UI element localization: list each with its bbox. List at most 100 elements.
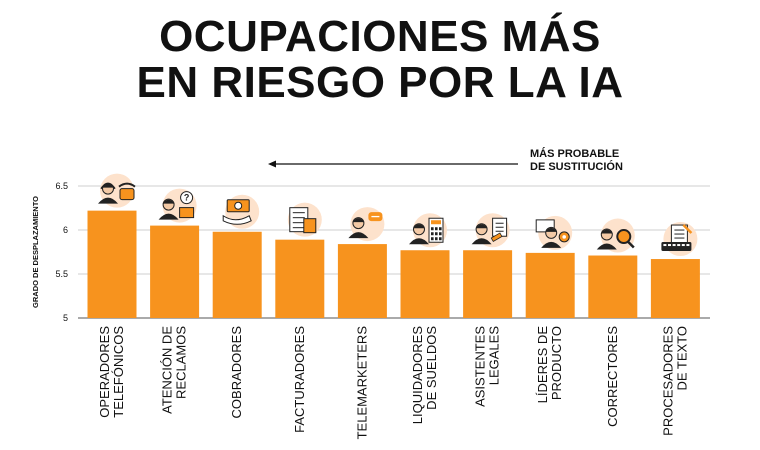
question-mark: ? — [184, 193, 190, 203]
title-line-1: OCUPACIONES MÁS — [159, 12, 601, 61]
bar — [150, 225, 200, 318]
category-label-line: ATENCIÓN DE — [160, 326, 175, 414]
calculator-key — [439, 237, 442, 241]
category-label: ASISTENTESLEGALES — [473, 326, 502, 407]
telemarketer-icon — [348, 207, 385, 242]
bar — [400, 250, 450, 318]
annotation-line-1: MÁS PROBABLE — [530, 148, 620, 160]
y-tick-label: 6.5 — [55, 181, 68, 191]
category-label-line: TELEFÓNICOS — [111, 326, 126, 418]
category-label-line: TELEMARKETERS — [354, 326, 369, 440]
product-leader-icon — [535, 215, 573, 250]
speech-bubble — [180, 191, 194, 205]
keyboard — [661, 242, 692, 252]
category-label-line: LÍDERES DE — [535, 326, 550, 404]
person-body — [471, 238, 492, 245]
annotation: MÁS PROBABLE DE SUSTITUCIÓN — [530, 148, 623, 174]
category-label: LIQUIDADORESDE SUELDOS — [410, 326, 439, 425]
pencil — [682, 224, 693, 234]
coin — [234, 201, 243, 210]
category-label-line: DE SUELDOS — [424, 326, 439, 410]
person-hair — [413, 224, 425, 229]
money-collector-icon — [222, 194, 260, 229]
person-hair — [352, 218, 365, 223]
category-label-line: CORRECTORES — [605, 326, 620, 427]
category-label: FACTURADORES — [292, 326, 307, 433]
person-body — [596, 243, 617, 250]
calculator-key — [435, 237, 438, 241]
y-tick-label: 6 — [63, 225, 68, 235]
category-label-line: DE TEXTO — [674, 326, 689, 391]
person-hair — [162, 199, 175, 204]
calculator — [303, 218, 317, 234]
person-hair — [475, 224, 488, 229]
category-label-line: RECLAMOS — [174, 326, 189, 399]
person-hair — [545, 227, 558, 232]
legal-assistant-icon — [471, 213, 510, 248]
person-body — [98, 197, 118, 204]
calculator-key — [439, 232, 442, 236]
category-label-line: PROCESADORES — [660, 326, 675, 436]
person-hair — [600, 229, 613, 234]
bar — [337, 244, 387, 318]
y-tick-label: 5.5 — [55, 269, 68, 279]
calculator-key — [431, 227, 434, 231]
bar — [87, 210, 137, 318]
y-axis-label: GRADO DE DESPLAZAMIENTO — [31, 196, 40, 308]
bar — [463, 250, 513, 318]
hand — [222, 214, 252, 225]
person-body — [158, 213, 179, 220]
calculator-screen — [431, 220, 441, 225]
category-label: TELEMARKETERS — [354, 326, 369, 440]
category-label-line: PRODUCTO — [549, 326, 564, 400]
calculator-key — [431, 237, 434, 241]
category-label-line: LIQUIDADORES — [410, 326, 425, 425]
complaints-agent-icon: ? — [158, 188, 197, 223]
telephone-operator-icon — [98, 173, 136, 208]
magnifier-lens — [616, 229, 632, 245]
category-label: CORRECTORES — [605, 326, 620, 427]
calculator-key — [431, 232, 434, 236]
headset — [100, 182, 116, 190]
sustitucion-arrow-icon — [268, 160, 518, 168]
annotation-line-2: DE SUSTITUCIÓN — [530, 161, 623, 173]
category-label: COBRADORES — [229, 326, 244, 419]
gear-hub — [562, 235, 566, 239]
envelope — [179, 207, 195, 219]
keyboard-key — [668, 244, 671, 247]
bar — [275, 239, 325, 318]
bar — [650, 259, 700, 318]
bar — [588, 255, 638, 318]
gavel — [490, 232, 503, 243]
keyboard-key — [663, 244, 667, 247]
calculator-key — [435, 232, 438, 236]
category-label: OPERADORESTELEFÓNICOS — [97, 326, 126, 418]
person-body — [409, 238, 429, 245]
category-label-line: COBRADORES — [229, 326, 244, 419]
category-label-line: OPERADORES — [97, 326, 112, 418]
invoice-calculator-icon — [287, 202, 322, 237]
category-label-line: LEGALES — [487, 326, 502, 386]
phone-handset — [118, 182, 136, 188]
calculator-key — [435, 227, 438, 231]
calculator-key — [439, 227, 442, 231]
payroll-calculator-icon — [409, 213, 447, 248]
person-body — [541, 241, 562, 248]
keyboard-document-icon — [661, 222, 698, 257]
phone-base — [119, 188, 135, 201]
proofreader-magnifier-icon — [596, 218, 635, 253]
keyboard-key — [677, 244, 681, 247]
title-line-2: EN RIESGO POR LA IA — [136, 58, 624, 107]
category-label: LÍDERES DEPRODUCTO — [535, 326, 564, 404]
keyboard-key — [686, 244, 690, 247]
person-body — [348, 232, 369, 239]
category-label-line: FACTURADORES — [292, 326, 307, 433]
category-label-line: ASISTENTES — [473, 326, 488, 407]
keyboard-key — [672, 244, 676, 247]
magnifier-handle — [626, 240, 635, 249]
y-tick-label: 5 — [63, 313, 68, 323]
category-label: PROCESADORESDE TEXTO — [660, 326, 689, 436]
bar — [525, 252, 575, 318]
category-label: ATENCIÓN DERECLAMOS — [160, 326, 189, 414]
